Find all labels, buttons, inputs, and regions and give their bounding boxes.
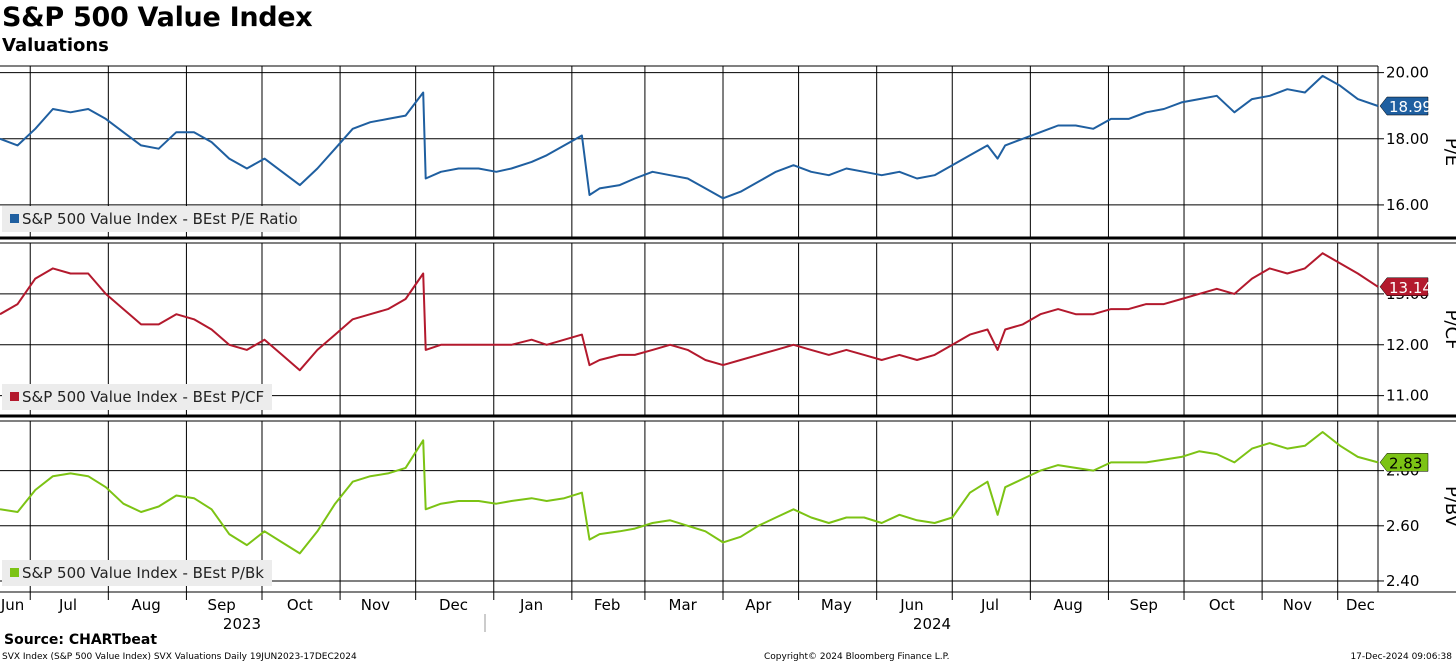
legend-label: S&P 500 Value Index - BEst P/Bk [22, 564, 264, 582]
legend-box [2, 384, 272, 410]
series-line [0, 431, 1379, 555]
series-line [0, 252, 1379, 372]
legend-swatch [10, 214, 19, 223]
x-year-label: 2023 [223, 615, 261, 633]
last-value-badge [1379, 453, 1429, 472]
x-tick-label: Jul [980, 596, 999, 614]
y-tick-label: 20.00 [1386, 64, 1429, 82]
chart-title: S&P 500 Value Index [2, 2, 313, 33]
x-tick-label: Nov [361, 596, 390, 614]
x-tick-label: Mar [669, 596, 698, 614]
x-tick-label: Dec [439, 596, 468, 614]
y-tick-label: 2.60 [1386, 517, 1419, 535]
x-tick-label: Sep [208, 596, 236, 614]
last-value-badge [1379, 277, 1429, 297]
x-year-label: 2024 [913, 615, 951, 633]
x-axis: Jun Jul Aug Sep Oct Nov Dec Jan Feb Mar Apr May Jun J… [0, 591, 1378, 633]
legend-box [2, 560, 272, 586]
last-value-label: 13.14 [1389, 279, 1432, 297]
x-tick-label: Aug [1053, 596, 1082, 614]
legend-swatch [10, 568, 19, 577]
last-value-badge [1379, 96, 1429, 116]
y-tick-label: 12.00 [1386, 336, 1429, 354]
last-value-label: 18.99 [1389, 98, 1432, 116]
x-tick-label: Apr [745, 596, 772, 614]
panel-p-bv: 2.402.602.802.83P/BVS&P 500 Value Index … [0, 421, 1456, 593]
y-axis-title: P/BV [1441, 486, 1456, 528]
x-tick-label: Oct [287, 596, 313, 614]
source-note: Source: CHARTbeat [4, 632, 158, 648]
panel-p-e: 16.00 18.00 20.00 18.99 P/E S&P 500 Value Ind… [0, 64, 1456, 240]
x-tick-label: Feb [594, 596, 621, 614]
x-tick-label: Oct [1209, 596, 1235, 614]
y-tick-label: 11.00 [1386, 387, 1429, 405]
x-tick-label: Aug [131, 596, 160, 614]
x-tick-label: Sep [1130, 596, 1158, 614]
footer-copyright: Copyright© 2024 Bloomberg Finance L.P. [764, 652, 950, 662]
legend-swatch [10, 392, 19, 401]
y-axis-title: P/E [1441, 138, 1456, 166]
series-line [0, 74, 1379, 200]
y-tick-label: 16.00 [1386, 196, 1429, 214]
x-tick-label: May [821, 596, 852, 614]
x-tick-label: Jul [58, 596, 77, 614]
legend-label: S&P 500 Value Index - BEst P/E Ratio [22, 210, 298, 228]
legend-label: S&P 500 Value Index - BEst P/CF [22, 388, 264, 406]
x-tick-label: Jun [0, 596, 24, 614]
footer-timestamp: 17-Dec-2024 09:06:38 [1350, 652, 1452, 662]
x-tick-label: Dec [1346, 596, 1375, 614]
x-tick-label: Jan [519, 596, 543, 614]
chart-subtitle: Valuations [2, 35, 109, 56]
legend-box [2, 206, 300, 232]
y-tick-label: 2.40 [1386, 572, 1419, 590]
x-tick-label: Nov [1283, 596, 1312, 614]
y-axis-title: P/CF [1441, 310, 1456, 350]
x-tick-label: Jun [899, 596, 923, 614]
y-tick-label: 18.00 [1386, 130, 1429, 148]
footer-description: SVX Index (S&P 500 Value Index) SVX Valu… [2, 652, 357, 662]
last-value-label: 2.83 [1389, 454, 1422, 472]
